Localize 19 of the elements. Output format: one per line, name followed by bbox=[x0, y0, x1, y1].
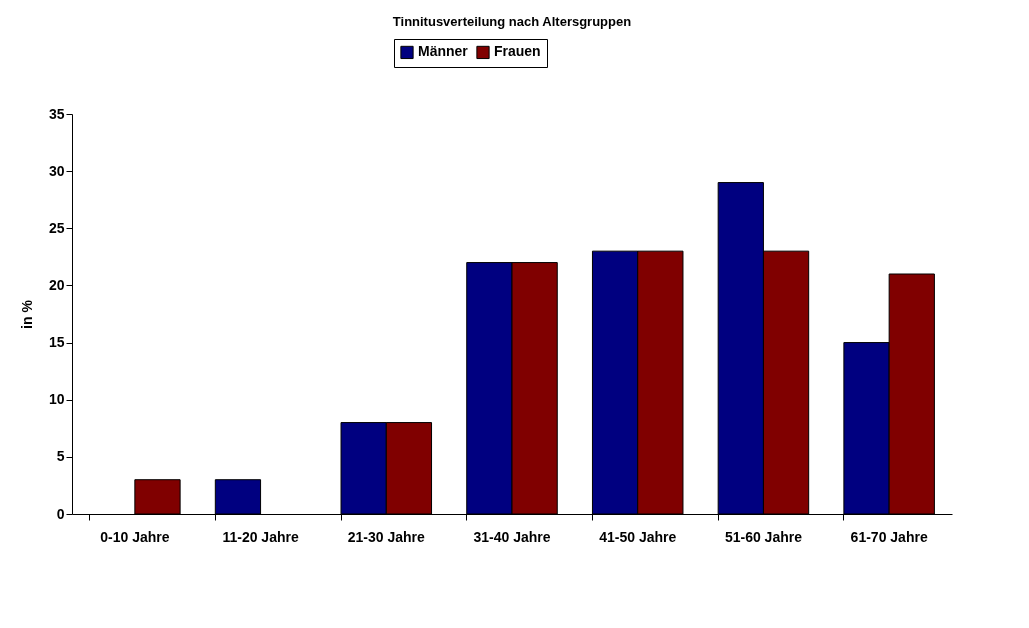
y-tick-label: 30 bbox=[48, 162, 65, 179]
x-tick-label: 21-30 Jahre bbox=[347, 528, 426, 545]
legend-label: Frauen bbox=[494, 43, 541, 60]
x-tick-label: 61-70 Jahre bbox=[850, 528, 928, 545]
y-tick-label: 10 bbox=[48, 391, 65, 408]
y-tick-label: 20 bbox=[48, 276, 65, 293]
legend-label: Männer bbox=[418, 43, 469, 60]
y-tick-label: 35 bbox=[48, 105, 65, 122]
x-tick-label: 11-20 Jahre bbox=[222, 528, 299, 545]
x-tick-label: 0-10 Jahre bbox=[100, 528, 170, 545]
x-tick-label: 51-60 Jahre bbox=[724, 528, 803, 545]
y-tick-label: 25 bbox=[48, 219, 65, 236]
y-tick-label: 15 bbox=[48, 334, 65, 351]
y-tick-label: 5 bbox=[56, 448, 65, 465]
x-tick-label: 41-50 Jahre bbox=[599, 528, 677, 545]
y-tick-label: 0 bbox=[56, 505, 65, 522]
chart-title: Tinnitusverteilung nach Altersgruppen bbox=[392, 13, 632, 29]
x-tick-label: 31-40 Jahre bbox=[473, 528, 551, 545]
y-axis-title: in % bbox=[18, 299, 35, 329]
